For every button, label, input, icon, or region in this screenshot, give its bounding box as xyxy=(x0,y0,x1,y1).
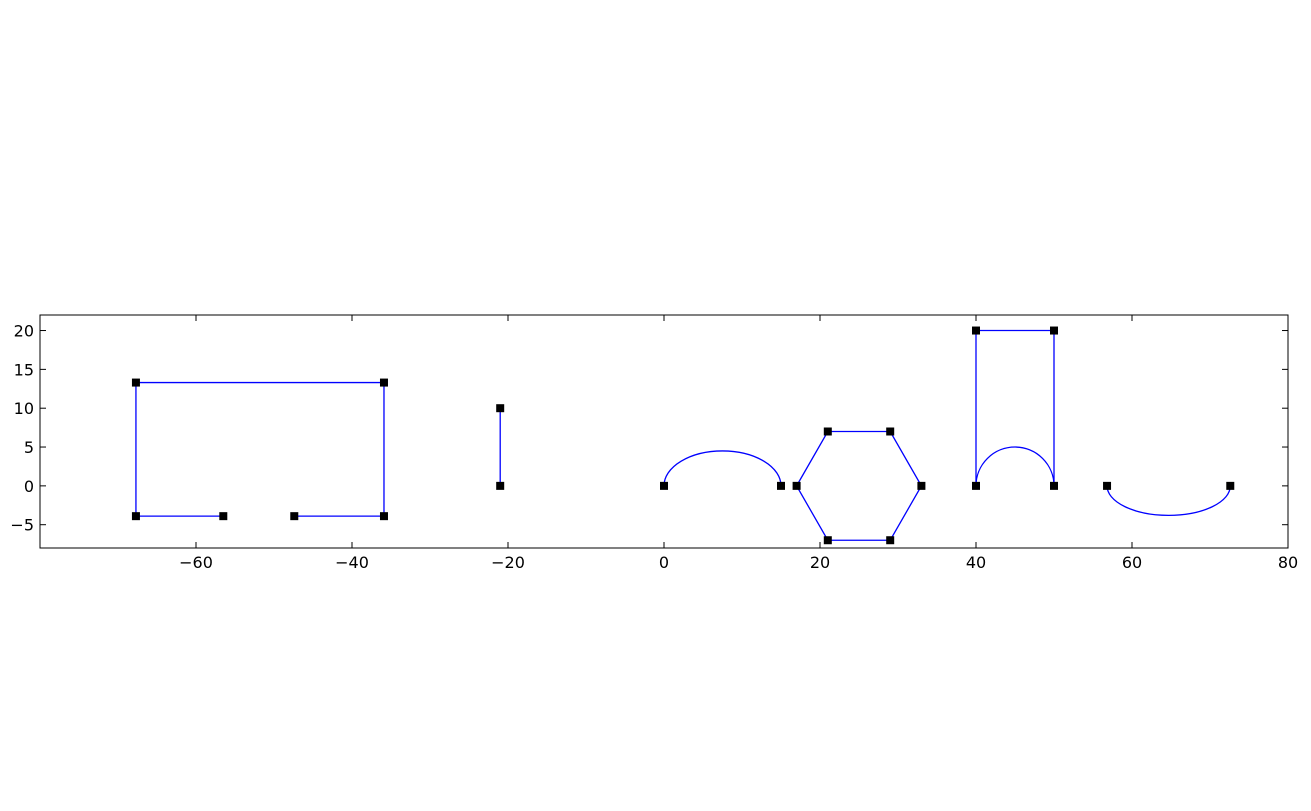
series-arc xyxy=(663,450,782,486)
y-tick-label: 5 xyxy=(24,438,34,457)
x-tick-label: 20 xyxy=(810,553,830,572)
y-tick-label: 0 xyxy=(24,477,34,496)
data-point-marker xyxy=(131,378,140,387)
x-tick-label: 80 xyxy=(1278,553,1298,572)
data-point-marker xyxy=(823,427,832,436)
data-point-marker xyxy=(917,481,926,490)
series-line xyxy=(795,430,923,541)
data-point-marker xyxy=(660,481,668,490)
y-axis: −5 0 5 10 15 20 xyxy=(10,322,1288,535)
x-axis: −60 −40 −20 0 20 40 60 80 xyxy=(179,315,1298,572)
data-point-marker xyxy=(379,512,388,521)
data-point-marker xyxy=(131,512,140,521)
series-layer xyxy=(135,329,1231,541)
x-tick-label: −40 xyxy=(335,553,369,572)
x-tick-label: 0 xyxy=(659,553,669,572)
data-point-marker xyxy=(972,481,980,490)
data-point-marker xyxy=(379,378,388,387)
series-arc xyxy=(975,446,1055,486)
series-line xyxy=(975,329,1055,486)
data-point-marker xyxy=(1226,481,1235,490)
data-point-marker xyxy=(792,481,801,490)
y-tick-label: 10 xyxy=(14,399,34,418)
x-tick-label: −20 xyxy=(491,553,525,572)
series-line xyxy=(135,381,385,517)
data-point-marker xyxy=(1050,481,1058,490)
series-arc xyxy=(1106,485,1231,517)
y-tick-label: 20 xyxy=(14,322,34,341)
y-tick-label: 15 xyxy=(14,360,34,379)
data-point-marker xyxy=(290,512,299,521)
data-point-marker xyxy=(1103,481,1112,490)
data-point-marker xyxy=(496,481,505,490)
data-point-marker xyxy=(496,404,505,413)
data-point-marker xyxy=(777,481,785,490)
data-point-marker xyxy=(886,536,895,545)
x-tick-label: −60 xyxy=(179,553,213,572)
marker-layer xyxy=(131,326,1235,545)
x-tick-label: 60 xyxy=(1122,553,1142,572)
x-tick-label: 40 xyxy=(966,553,986,572)
data-point-marker xyxy=(972,326,980,335)
data-point-marker xyxy=(219,512,228,521)
data-point-marker xyxy=(886,427,895,436)
data-point-marker xyxy=(823,536,832,545)
data-point-marker xyxy=(1050,326,1058,335)
y-tick-label: −5 xyxy=(10,516,34,535)
